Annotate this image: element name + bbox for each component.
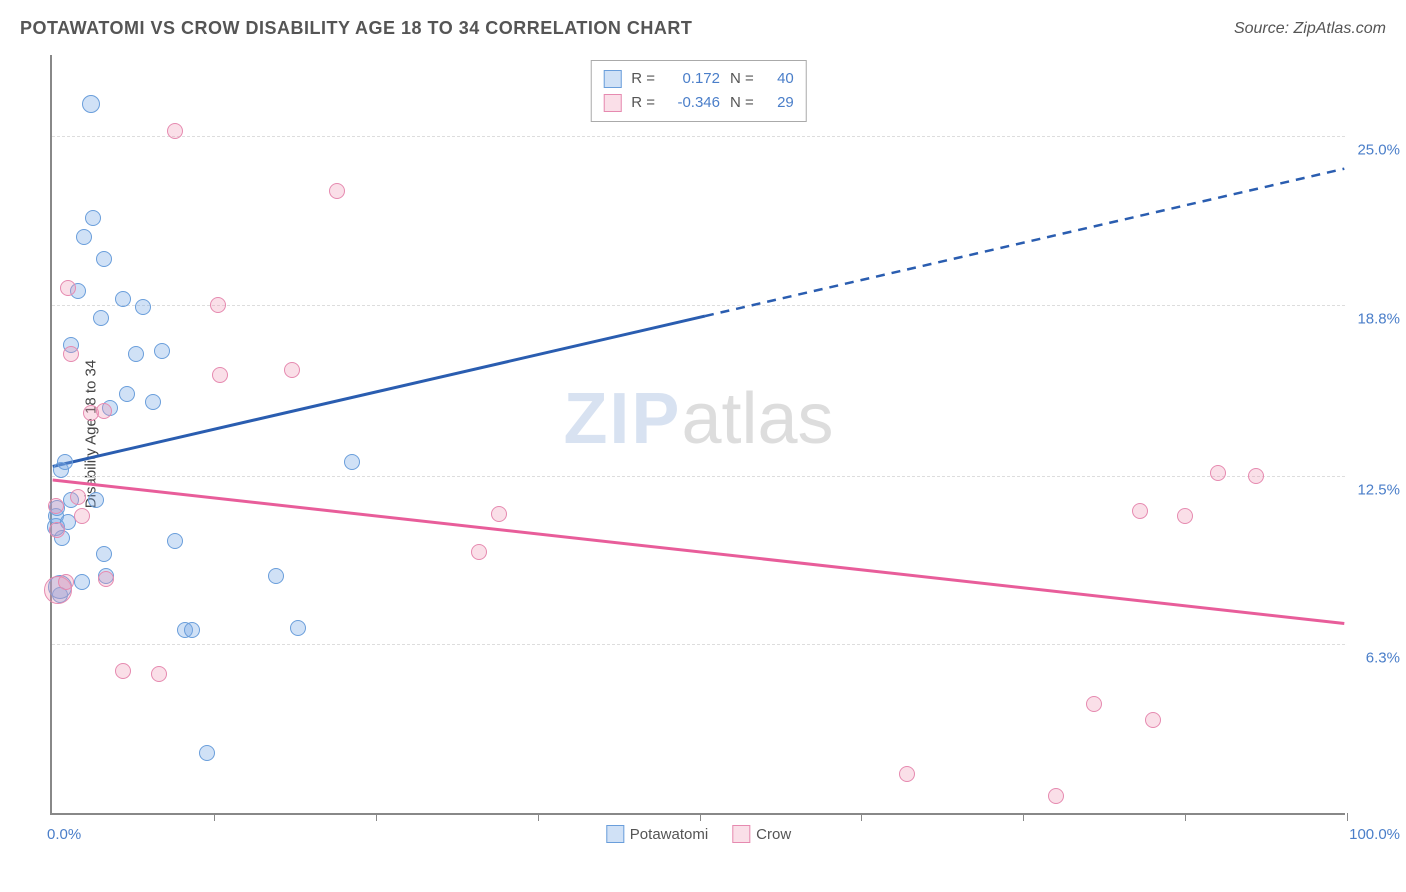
r-label: R = — [631, 91, 655, 115]
y-tick-label: 12.5% — [1350, 481, 1400, 498]
scatter-point — [899, 766, 915, 782]
n-value: 40 — [764, 67, 794, 91]
scatter-point — [115, 291, 131, 307]
x-tick — [700, 813, 701, 821]
scatter-point — [85, 210, 101, 226]
scatter-point — [167, 123, 183, 139]
legend-swatch — [603, 70, 621, 88]
scatter-point — [96, 403, 112, 419]
x-axis-min-label: 0.0% — [47, 826, 81, 843]
gridline — [52, 644, 1345, 645]
scatter-point — [96, 546, 112, 562]
scatter-point — [199, 745, 215, 761]
scatter-point — [1145, 712, 1161, 728]
scatter-point — [58, 574, 74, 590]
n-label: N = — [730, 67, 754, 91]
scatter-point — [76, 229, 92, 245]
y-tick-label: 18.8% — [1350, 310, 1400, 327]
scatter-point — [344, 454, 360, 470]
scatter-point — [1177, 508, 1193, 524]
legend-series-label: Crow — [756, 826, 791, 843]
scatter-point — [1048, 788, 1064, 804]
scatter-point — [1086, 696, 1102, 712]
scatter-point — [184, 622, 200, 638]
legend-series: Potawatomi Crow — [606, 825, 791, 843]
y-axis-title: Disability Age 18 to 34 — [83, 360, 100, 508]
scatter-point — [93, 310, 109, 326]
r-value: -0.346 — [665, 91, 720, 115]
r-value: 0.172 — [665, 67, 720, 91]
x-tick — [538, 813, 539, 821]
scatter-point — [128, 346, 144, 362]
scatter-point — [329, 183, 345, 199]
x-tick — [376, 813, 377, 821]
scatter-point — [74, 574, 90, 590]
scatter-point — [63, 346, 79, 362]
scatter-point — [74, 508, 90, 524]
chart-header: POTAWATOMI VS CROW DISABILITY AGE 18 TO … — [20, 18, 1386, 39]
scatter-point — [135, 299, 151, 315]
legend-correlation-box: R = 0.172 N = 40 R = -0.346 N = 29 — [590, 60, 807, 122]
legend-series-label: Potawatomi — [630, 826, 708, 843]
n-label: N = — [730, 91, 754, 115]
scatter-point — [212, 367, 228, 383]
trend-line-dashed — [705, 169, 1344, 316]
scatter-point — [96, 251, 112, 267]
watermark-atlas: atlas — [681, 379, 833, 459]
r-label: R = — [631, 67, 655, 91]
scatter-point — [151, 666, 167, 682]
x-tick — [1185, 813, 1186, 821]
legend-correlation-row: R = -0.346 N = 29 — [603, 91, 794, 115]
watermark-zip: ZIP — [563, 379, 681, 459]
x-tick — [1347, 813, 1348, 821]
legend-swatch — [732, 825, 750, 843]
scatter-point — [145, 394, 161, 410]
x-tick — [1023, 813, 1024, 821]
x-tick — [214, 813, 215, 821]
scatter-point — [82, 95, 100, 113]
legend-correlation-row: R = 0.172 N = 40 — [603, 67, 794, 91]
legend-series-item: Crow — [732, 825, 791, 843]
scatter-point — [88, 492, 104, 508]
scatter-point — [290, 620, 306, 636]
scatter-point — [471, 544, 487, 560]
gridline — [52, 305, 1345, 306]
y-tick-label: 6.3% — [1350, 650, 1400, 667]
legend-swatch — [603, 94, 621, 112]
trend-line-solid — [53, 316, 705, 466]
scatter-point — [115, 663, 131, 679]
trend-lines — [52, 55, 1345, 813]
scatter-point — [1248, 468, 1264, 484]
chart-source: Source: ZipAtlas.com — [1234, 20, 1386, 38]
scatter-point — [1210, 465, 1226, 481]
chart-title: POTAWATOMI VS CROW DISABILITY AGE 18 TO … — [20, 18, 692, 39]
n-value: 29 — [764, 91, 794, 115]
scatter-point — [268, 568, 284, 584]
scatter-point — [167, 533, 183, 549]
trend-line-solid — [53, 480, 1345, 623]
chart-plot-area: Disability Age 18 to 34 6.3%12.5%18.8%25… — [50, 55, 1345, 815]
scatter-point — [60, 280, 76, 296]
scatter-point — [491, 506, 507, 522]
scatter-point — [284, 362, 300, 378]
gridline — [52, 476, 1345, 477]
scatter-point — [57, 454, 73, 470]
scatter-point — [49, 522, 65, 538]
scatter-point — [48, 498, 64, 514]
x-tick — [861, 813, 862, 821]
legend-series-item: Potawatomi — [606, 825, 708, 843]
legend-swatch — [606, 825, 624, 843]
watermark: ZIPatlas — [563, 378, 833, 460]
scatter-point — [119, 386, 135, 402]
gridline — [52, 136, 1345, 137]
scatter-point — [1132, 503, 1148, 519]
scatter-point — [98, 571, 114, 587]
scatter-point — [210, 297, 226, 313]
scatter-point — [70, 489, 86, 505]
scatter-point — [154, 343, 170, 359]
y-tick-label: 25.0% — [1350, 142, 1400, 159]
x-axis-max-label: 100.0% — [1349, 826, 1400, 843]
